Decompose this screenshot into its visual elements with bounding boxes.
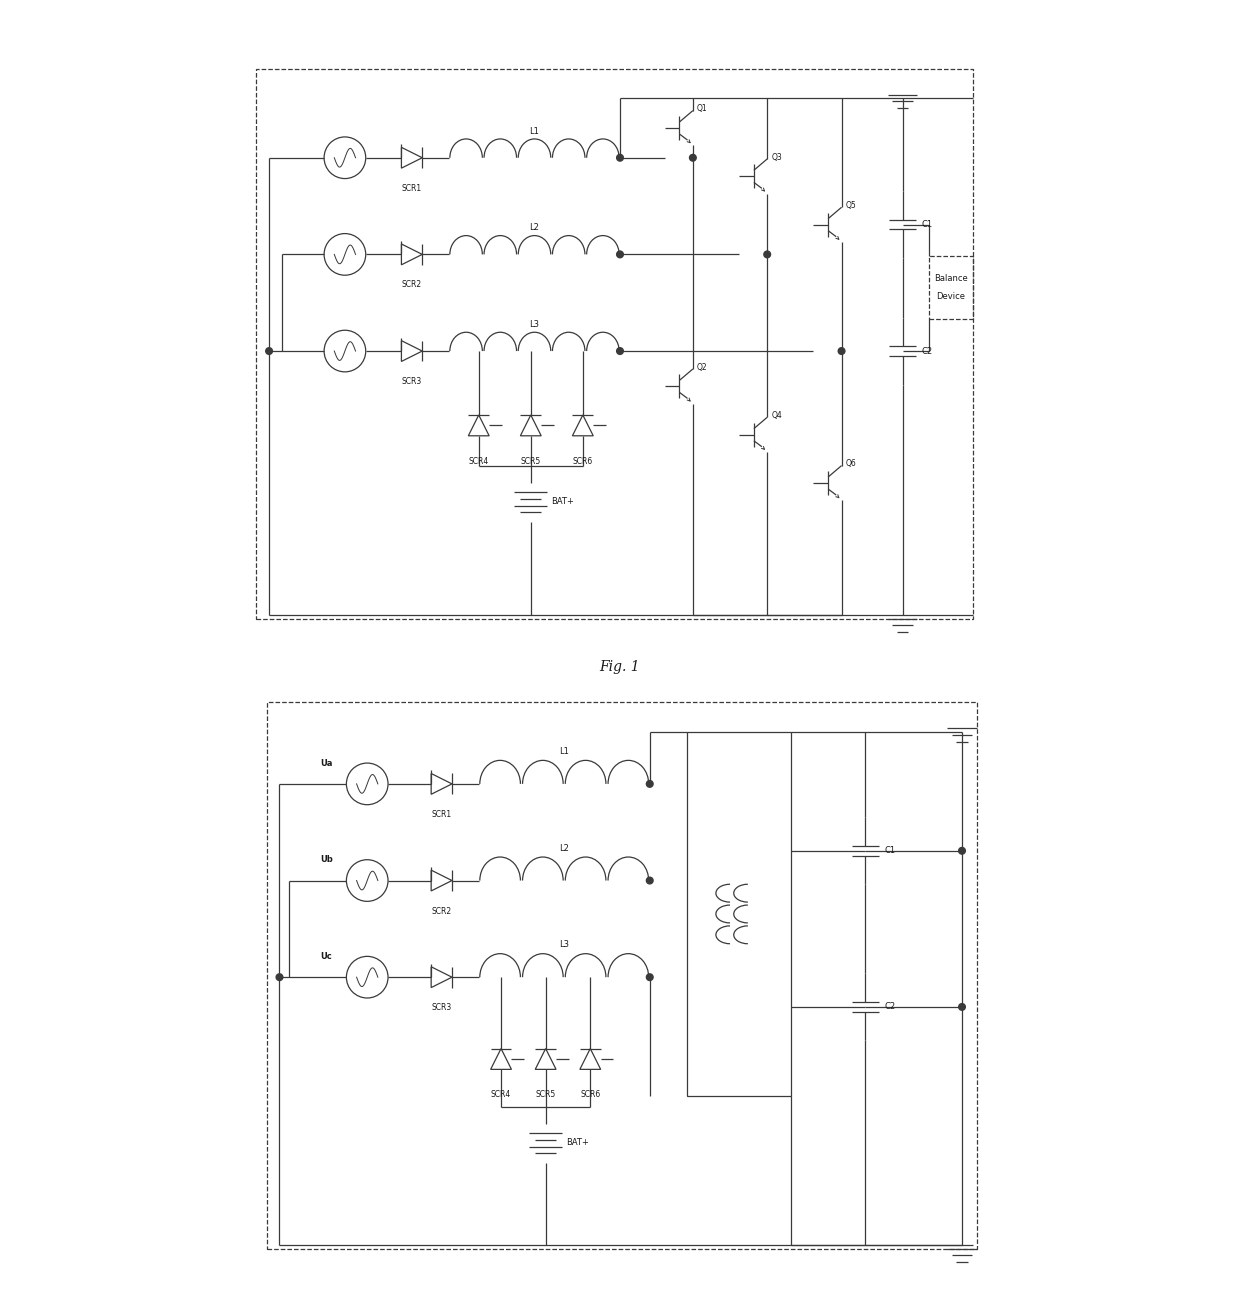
Text: SCR5: SCR5: [521, 456, 541, 465]
Text: C2: C2: [921, 347, 932, 356]
Text: C1: C1: [921, 220, 932, 229]
Text: SCR6: SCR6: [580, 1090, 600, 1099]
Circle shape: [959, 1003, 966, 1010]
Text: L1: L1: [559, 747, 569, 756]
Text: L3: L3: [529, 319, 539, 328]
Text: Device: Device: [936, 292, 966, 301]
Text: SCR2: SCR2: [402, 281, 422, 290]
Circle shape: [277, 974, 283, 980]
Circle shape: [764, 251, 770, 257]
Text: Q6: Q6: [846, 459, 857, 468]
Text: C1: C1: [884, 847, 895, 855]
Text: Fig. 1: Fig. 1: [600, 659, 640, 674]
Text: L1: L1: [529, 127, 539, 136]
Circle shape: [959, 847, 966, 855]
Circle shape: [616, 251, 624, 257]
Text: Ub: Ub: [320, 855, 332, 864]
Text: SCR1: SCR1: [432, 809, 451, 818]
Text: SCR4: SCR4: [491, 1090, 511, 1099]
Circle shape: [265, 348, 273, 354]
Text: SCR2: SCR2: [432, 906, 451, 915]
Text: SCR3: SCR3: [432, 1003, 451, 1012]
Text: SCR3: SCR3: [402, 378, 422, 387]
Text: Q1: Q1: [697, 105, 708, 114]
Text: BAT+: BAT+: [552, 498, 574, 507]
Text: L2: L2: [529, 224, 539, 233]
Text: Q4: Q4: [771, 411, 782, 420]
Circle shape: [646, 781, 653, 787]
Circle shape: [838, 348, 844, 354]
Text: Q2: Q2: [697, 362, 708, 371]
Circle shape: [616, 154, 624, 162]
Circle shape: [646, 974, 653, 980]
Text: L2: L2: [559, 844, 569, 853]
Text: SCR4: SCR4: [469, 456, 489, 465]
Text: Q5: Q5: [846, 200, 857, 209]
Text: BAT+: BAT+: [567, 1138, 589, 1147]
Text: Q3: Q3: [771, 153, 782, 162]
Circle shape: [616, 348, 624, 354]
Circle shape: [646, 877, 653, 884]
Text: C2: C2: [884, 1002, 895, 1011]
Text: Balance: Balance: [934, 274, 967, 283]
Text: SCR1: SCR1: [402, 184, 422, 193]
Text: Ua: Ua: [320, 759, 332, 768]
Text: L3: L3: [559, 940, 569, 949]
Text: SCR5: SCR5: [536, 1090, 556, 1099]
Text: SCR6: SCR6: [573, 456, 593, 465]
Circle shape: [689, 154, 696, 162]
Text: Uc: Uc: [320, 952, 332, 961]
